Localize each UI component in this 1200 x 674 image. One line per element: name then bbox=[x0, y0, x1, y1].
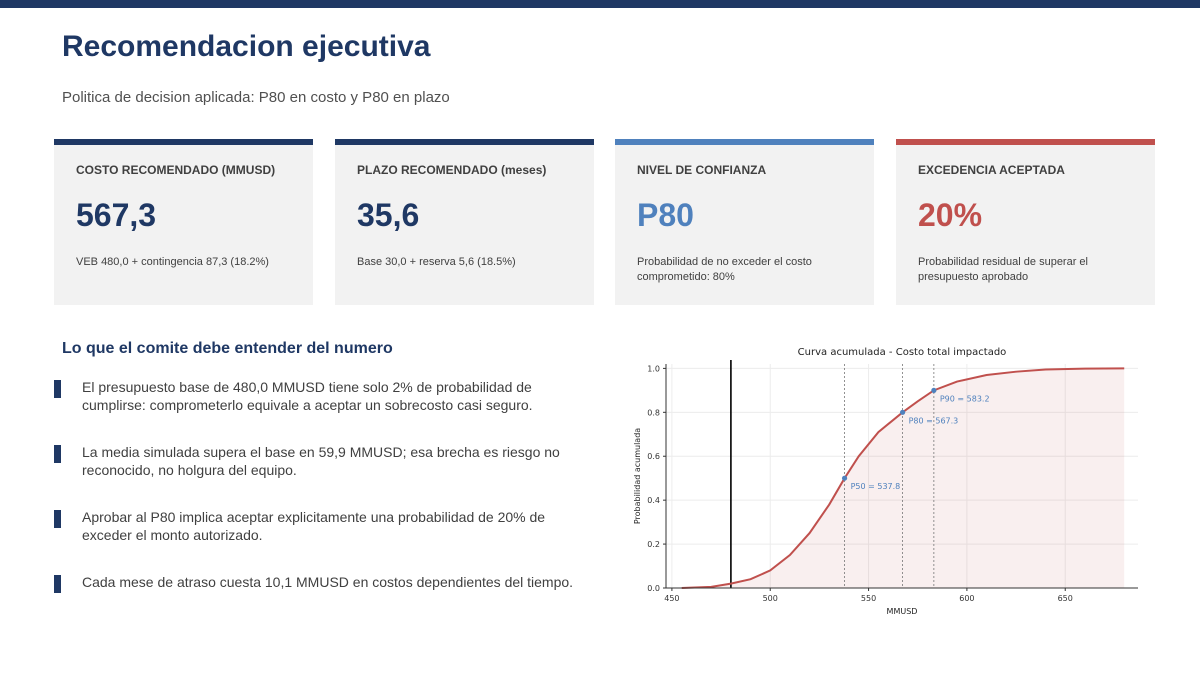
card-value: 567,3 bbox=[76, 197, 157, 233]
x-tick-label: 550 bbox=[861, 594, 876, 603]
cdf-fill-area bbox=[681, 368, 1125, 588]
bullet-marker bbox=[54, 510, 61, 528]
card-cost: COSTO RECOMENDADO (MMUSD) 567,3 VEB 480,… bbox=[54, 139, 313, 305]
bullet-text: El presupuesto base de 480,0 MMUSD tiene… bbox=[82, 379, 533, 413]
chart-svg: P50 = 537.8 P80 = 567.3 P90 = 583.2 450 500 5… bbox=[633, 347, 1138, 616]
card-accent-bar bbox=[896, 139, 1155, 145]
x-tick-label: 650 bbox=[1058, 594, 1073, 603]
y-tick-label: 0.8 bbox=[647, 408, 660, 417]
page-subtitle: Politica de decision aplicada: P80 en co… bbox=[62, 89, 450, 106]
y-tick-label: 0.0 bbox=[647, 584, 660, 593]
card-note: VEB 480,0 + contingencia 87,3 (18.2%) bbox=[76, 256, 269, 268]
card-accent-bar bbox=[615, 139, 874, 145]
percentile-label: P50 = 537.8 bbox=[851, 482, 901, 491]
percentile-point bbox=[931, 387, 937, 393]
card-label: NIVEL DE CONFIANZA bbox=[637, 163, 767, 177]
bullet-marker bbox=[54, 445, 61, 463]
cdf-line bbox=[681, 367, 1125, 589]
card-label: PLAZO RECOMENDADO (meses) bbox=[357, 163, 547, 177]
page-title: Recomendacion ejecutiva bbox=[62, 30, 431, 63]
percentile-point bbox=[841, 475, 848, 481]
x-axis-label: MMUSD bbox=[887, 607, 918, 616]
card-label: COSTO RECOMENDADO (MMUSD) bbox=[76, 163, 276, 177]
bullet-text: Cada mese de atraso cuesta 10,1 MMUSD en… bbox=[82, 574, 574, 590]
x-tick-label: 500 bbox=[763, 594, 778, 603]
bullet-marker bbox=[54, 380, 61, 398]
y-tick-label: 0.6 bbox=[647, 452, 660, 461]
y-tick-label: 1.0 bbox=[647, 364, 660, 373]
card-schedule: PLAZO RECOMENDADO (meses) 35,6 Base 30,0… bbox=[335, 139, 594, 305]
card-value: P80 bbox=[637, 197, 694, 233]
bullet-text: Aprobar al P80 implica aceptar explicita… bbox=[82, 509, 546, 543]
chart-title: Curva acumulada - Costo total impactado bbox=[798, 347, 1007, 358]
bullet-marker bbox=[54, 575, 61, 593]
card-value: 35,6 bbox=[357, 197, 420, 233]
top-accent-bar bbox=[0, 0, 1200, 8]
x-tick-label: 450 bbox=[664, 594, 679, 603]
card-accent-bar bbox=[335, 139, 594, 145]
y-tick-label: 0.2 bbox=[647, 540, 660, 549]
y-axis-label: Probabilidad acumulada bbox=[633, 428, 642, 524]
card-confidence: NIVEL DE CONFIANZA P80 Probabilidad de n… bbox=[615, 139, 874, 305]
card-note: Base 30,0 + reserva 5,6 (18.5%) bbox=[357, 256, 516, 268]
card-exceedance: EXCEDENCIA ACEPTADA 20% Probabilidad res… bbox=[896, 139, 1155, 305]
section-title: Lo que el comite debe entender del numer… bbox=[62, 340, 393, 357]
percentile-label: P90 = 583.2 bbox=[940, 394, 990, 403]
y-tick-label: 0.4 bbox=[647, 496, 660, 505]
cumulative-cost-chart: P50 = 537.8 P80 = 567.3 P90 = 583.2 450 500 5… bbox=[628, 340, 1148, 622]
percentile-label: P80 = 567.3 bbox=[909, 416, 959, 425]
percentile-point bbox=[899, 409, 906, 415]
card-note: Probabilidad residual de superar el pres… bbox=[918, 256, 1088, 283]
bullet-text: La media simulada supera el base en 59,9… bbox=[82, 444, 560, 478]
card-note: Probabilidad de no exceder el costo comp… bbox=[637, 256, 812, 283]
x-tick-label: 600 bbox=[959, 594, 974, 603]
card-accent-bar bbox=[54, 139, 313, 145]
card-label: EXCEDENCIA ACEPTADA bbox=[918, 163, 1065, 177]
card-value: 20% bbox=[918, 197, 983, 233]
